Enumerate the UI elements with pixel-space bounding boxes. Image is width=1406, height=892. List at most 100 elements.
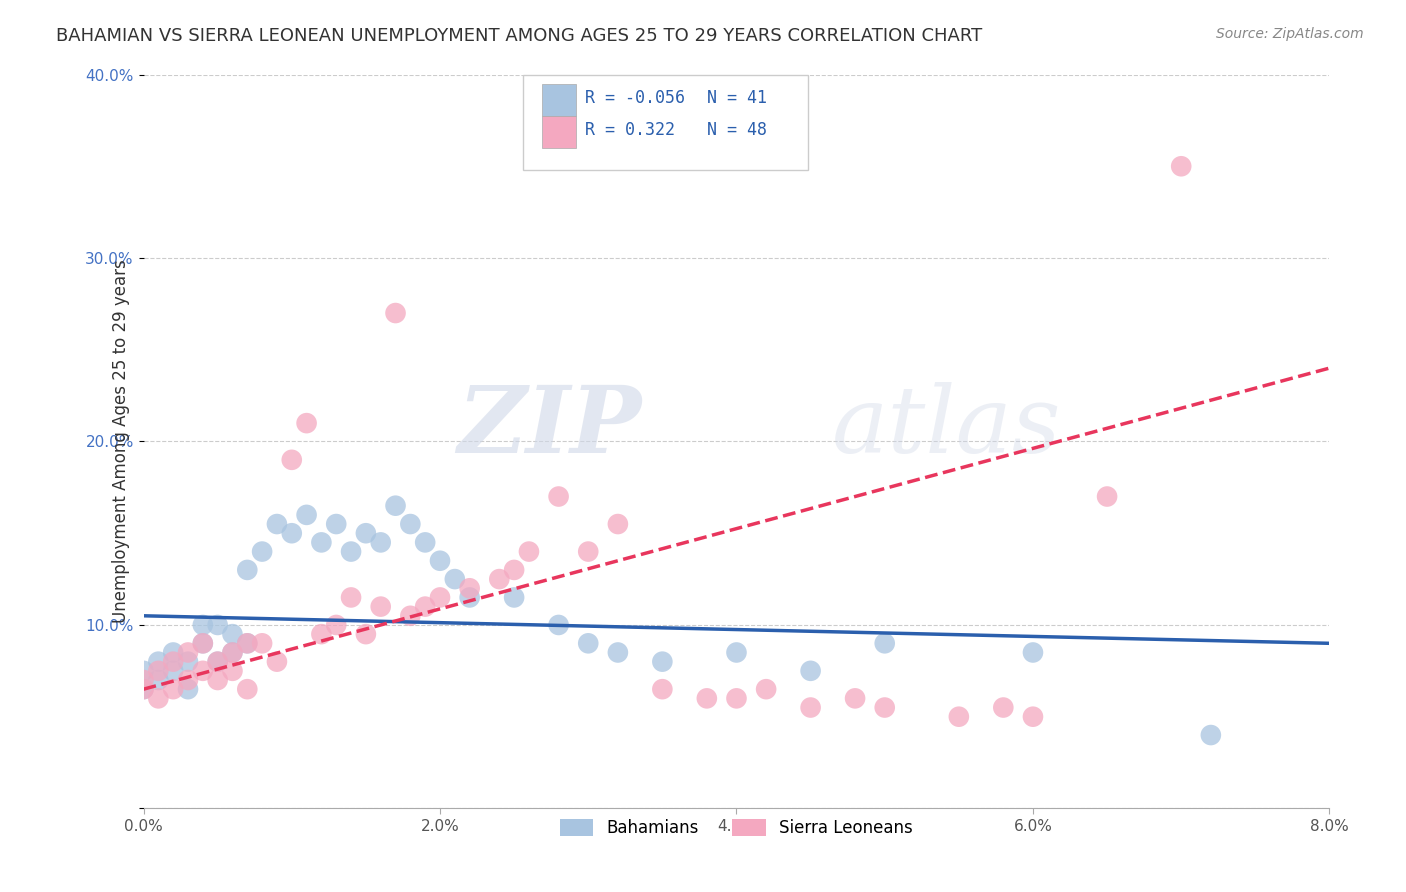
Point [354,526,377,541]
Point [281,453,304,467]
Point [207,655,229,669]
Point [800,664,823,678]
Point [696,691,718,706]
Point [177,645,200,659]
Point [177,673,200,687]
Point [221,645,243,659]
Point [250,636,273,650]
FancyBboxPatch shape [541,116,576,148]
Point [295,508,318,522]
Point [384,306,406,320]
Point [311,535,333,549]
Text: Source: ZipAtlas.com: Source: ZipAtlas.com [1216,27,1364,41]
Point [725,691,748,706]
Text: ZIP: ZIP [457,382,641,472]
Point [162,655,184,669]
Point [1170,159,1192,173]
Point [576,636,599,650]
Point [162,645,184,659]
Text: N = 48: N = 48 [707,120,766,138]
Point [429,554,451,568]
Point [651,682,673,697]
Point [221,627,243,641]
Point [311,627,333,641]
Point [148,664,170,678]
Point [1199,728,1222,742]
FancyBboxPatch shape [523,75,807,170]
Point [207,673,229,687]
Point [1095,490,1118,504]
Point [148,673,170,687]
Point [162,664,184,678]
Point [340,544,363,558]
Point [576,544,599,558]
Point [370,535,392,549]
Point [340,591,363,605]
Point [207,618,229,632]
Point [236,636,259,650]
Point [370,599,392,614]
Point [191,636,214,650]
Point [236,636,259,650]
Point [191,636,214,650]
Text: R = 0.322: R = 0.322 [585,120,675,138]
Point [503,591,526,605]
Point [399,608,422,623]
Point [651,655,673,669]
Legend: Bahamians, Sierra Leoneans: Bahamians, Sierra Leoneans [554,813,920,844]
Point [844,691,866,706]
Point [266,655,288,669]
Point [354,627,377,641]
Point [191,618,214,632]
Point [191,664,214,678]
Point [1022,645,1045,659]
Point [177,682,200,697]
Point [132,682,155,697]
Point [429,591,451,605]
Point [547,490,569,504]
Point [948,709,970,723]
Point [148,655,170,669]
Text: BAHAMIAN VS SIERRA LEONEAN UNEMPLOYMENT AMONG AGES 25 TO 29 YEARS CORRELATION CH: BAHAMIAN VS SIERRA LEONEAN UNEMPLOYMENT … [56,27,983,45]
Point [281,526,304,541]
Point [443,572,465,586]
Text: N = 41: N = 41 [707,89,766,107]
Point [458,581,481,595]
Point [132,673,155,687]
Point [236,682,259,697]
Point [547,618,569,632]
Point [399,516,422,531]
Point [221,664,243,678]
Point [993,700,1015,714]
Point [325,618,347,632]
Point [177,655,200,669]
Point [325,516,347,531]
Point [132,682,155,697]
Point [207,655,229,669]
Point [488,572,510,586]
Point [606,516,628,531]
FancyBboxPatch shape [541,84,576,116]
Point [1022,709,1045,723]
Point [266,516,288,531]
Point [606,645,628,659]
Point [236,563,259,577]
Point [755,682,778,697]
Point [413,535,436,549]
Y-axis label: Unemployment Among Ages 25 to 29 years: Unemployment Among Ages 25 to 29 years [111,260,129,624]
Point [162,682,184,697]
Point [725,645,748,659]
Point [384,499,406,513]
Point [148,691,170,706]
Point [132,664,155,678]
Point [413,599,436,614]
Point [873,636,896,650]
Point [221,645,243,659]
Text: atlas: atlas [831,382,1062,472]
Point [503,563,526,577]
Point [458,591,481,605]
Point [800,700,823,714]
Text: R = -0.056: R = -0.056 [585,89,685,107]
Point [517,544,540,558]
Point [873,700,896,714]
